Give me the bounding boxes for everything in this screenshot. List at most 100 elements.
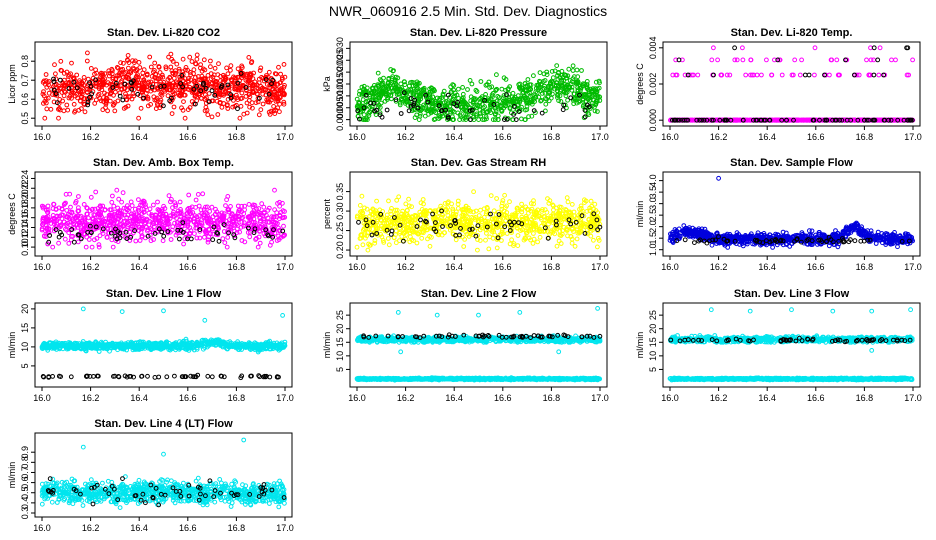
data-point [79, 84, 84, 90]
data-point [125, 65, 131, 71]
data-point [386, 198, 391, 204]
data-point [92, 101, 98, 106]
data-point [281, 90, 287, 96]
data-point [129, 203, 135, 209]
data-point [384, 107, 390, 113]
data-point [51, 79, 57, 85]
data-point [194, 56, 200, 62]
data-point [357, 203, 363, 208]
data-point [109, 71, 115, 76]
data-point [48, 106, 54, 112]
data-point [275, 98, 281, 104]
data-point [152, 68, 157, 73]
data-point [45, 203, 51, 209]
data-point [133, 82, 138, 88]
data-point [71, 239, 77, 245]
data-point [164, 87, 170, 92]
data-point [398, 111, 404, 116]
data-point [193, 61, 199, 67]
data-point [216, 238, 222, 244]
data-point [139, 74, 145, 80]
data-point [239, 65, 245, 70]
data-point [486, 246, 492, 252]
data-point [120, 97, 126, 103]
data-point [135, 77, 141, 83]
data-point [186, 192, 192, 198]
data-point [224, 65, 230, 71]
data-point [467, 78, 473, 83]
data-point [519, 209, 525, 215]
data-point [260, 101, 266, 107]
x-tick-label: 16.4 [758, 132, 776, 142]
data-point [230, 104, 236, 110]
data-point [85, 102, 91, 108]
data-point [191, 67, 197, 73]
data-point [257, 240, 263, 246]
data-point [260, 91, 266, 97]
data-point [104, 99, 109, 104]
data-point [84, 90, 90, 95]
x-tick-label: 16.8 [228, 262, 246, 272]
data-point [876, 72, 882, 78]
x-tick-label: 16.6 [494, 262, 512, 272]
data-point [239, 95, 245, 101]
data-point [198, 88, 204, 94]
data-point [133, 58, 138, 64]
data-point [106, 73, 112, 79]
data-point [494, 196, 500, 201]
data-point [531, 231, 536, 236]
data-point [123, 104, 129, 110]
y-tick-label: 0.24 [20, 170, 30, 188]
data-point [42, 115, 48, 121]
data-point [110, 102, 116, 108]
data-point [199, 95, 204, 101]
data-point [266, 91, 272, 97]
data-point [282, 83, 287, 88]
y-tick-label: 0.35 [335, 183, 345, 201]
x-tick-label: 16.6 [179, 132, 197, 142]
data-point [58, 67, 64, 73]
data-point [158, 79, 164, 85]
data-point [233, 92, 239, 98]
data-point [165, 77, 171, 82]
x-tick-label: 16.4 [445, 262, 463, 272]
data-point [119, 87, 125, 92]
data-point [178, 81, 184, 86]
data-point [130, 65, 136, 71]
data-point [889, 57, 894, 63]
data-point [365, 247, 371, 253]
data-point [216, 61, 221, 67]
data-point [396, 194, 402, 200]
data-point [215, 112, 221, 117]
data-point [189, 99, 195, 104]
data-point [157, 70, 163, 75]
data-point [910, 57, 915, 63]
data-point [225, 235, 231, 240]
data-point [239, 90, 245, 96]
data-point [112, 108, 118, 114]
y-tick-label: 0.5 [20, 112, 30, 125]
data-point [258, 107, 264, 113]
data-point [191, 86, 197, 92]
y-tick-label: 4.0 [648, 174, 658, 187]
data-point [499, 86, 505, 92]
data-point [179, 73, 185, 78]
data-point [792, 57, 798, 63]
data-point [199, 68, 205, 74]
data-point [491, 208, 497, 214]
data-point [168, 64, 174, 70]
y-tick-label: 0.20 [335, 241, 345, 259]
data-point [235, 80, 241, 86]
y-axis-label: percent [322, 198, 332, 229]
data-point [893, 57, 898, 63]
data-point [114, 65, 120, 70]
data-point [147, 206, 153, 212]
data-point [356, 219, 361, 225]
data-point [225, 71, 231, 77]
data-point [143, 90, 149, 96]
data-point [282, 74, 288, 80]
data-point [427, 243, 433, 249]
data-point [117, 93, 123, 99]
data-point [160, 238, 166, 244]
data-point [456, 86, 461, 92]
